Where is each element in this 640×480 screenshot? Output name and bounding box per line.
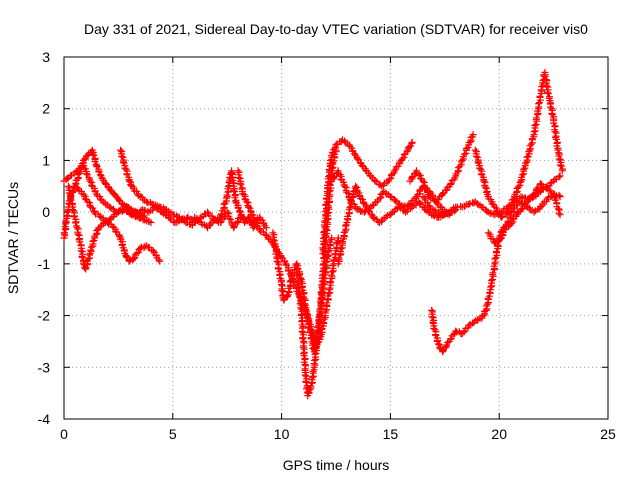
series-trace-16	[471, 69, 566, 221]
y-tick-label: -2	[38, 308, 51, 324]
series-trace-10	[319, 136, 416, 257]
y-axis-label: SDTVAR / TECUs	[5, 182, 21, 294]
x-axis-label: GPS time / hours	[283, 457, 390, 473]
x-tick-label: 10	[274, 426, 290, 442]
x-tick-label: 0	[60, 426, 68, 442]
axis-ticks: 0 5 10 15 20 25 -4 -3 -2 -1 0 1 2 3	[38, 49, 616, 442]
y-tick-label: 2	[42, 101, 50, 117]
y-tick-label: 1	[42, 152, 50, 168]
x-tick-label: 20	[491, 426, 507, 442]
chart-title: Day 331 of 2021, Sidereal Day-to-day VTE…	[84, 21, 588, 37]
series-trace-5	[117, 146, 196, 229]
series-trace-17	[484, 190, 564, 247]
series-trace-9	[293, 146, 340, 400]
y-tick-label: -1	[38, 256, 51, 272]
y-tick-label: 0	[42, 204, 50, 220]
series-trace-3	[64, 182, 155, 273]
y-tick-label: -4	[38, 411, 51, 427]
x-tick-label: 25	[600, 426, 616, 442]
y-tick-label: 3	[42, 49, 50, 65]
series-trace-6	[191, 167, 262, 232]
x-tick-label: 15	[383, 426, 399, 442]
y-tick-label: -3	[38, 359, 51, 375]
series-trace-4	[71, 182, 164, 265]
x-tick-label: 5	[169, 426, 177, 442]
data-marks	[60, 69, 566, 400]
series-trace-13	[406, 131, 477, 206]
series-trace-12	[334, 182, 455, 268]
